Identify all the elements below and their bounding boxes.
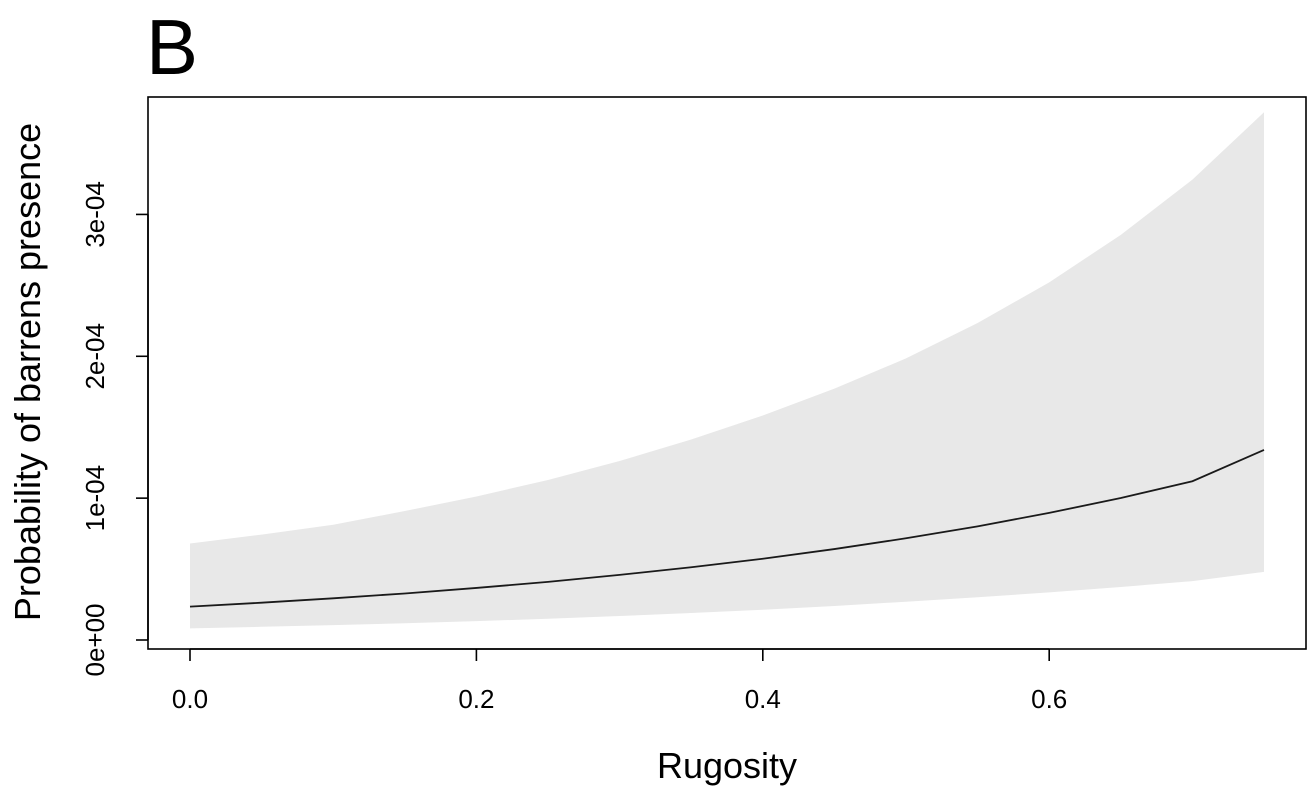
x-tick-label: 0.4: [745, 684, 781, 714]
x-tick-label: 0.0: [172, 684, 208, 714]
y-axis-title: Probability of barrens presence: [7, 123, 48, 621]
y-tick-label: 3e-04: [80, 181, 110, 248]
confidence-ribbon-layer: [190, 112, 1264, 629]
x-axis-title: Rugosity: [657, 745, 797, 786]
x-tick-label: 0.6: [1031, 684, 1067, 714]
confidence-ribbon: [190, 112, 1264, 629]
y-tick-label: 0e+00: [80, 603, 110, 676]
y-tick-label: 1e-04: [80, 465, 110, 531]
x-axis: 0.0 0.2 0.4 0.6: [172, 648, 1067, 714]
fit-line: [189, 449, 1265, 608]
x-tick-label: 0.2: [458, 684, 494, 714]
y-tick-label: 2e-04: [80, 323, 110, 390]
y-axis: 0e+00 1e-04 2e-04 3e-04: [80, 181, 149, 677]
panel-label: B: [146, 3, 198, 91]
fit-line-layer: [189, 449, 1265, 608]
